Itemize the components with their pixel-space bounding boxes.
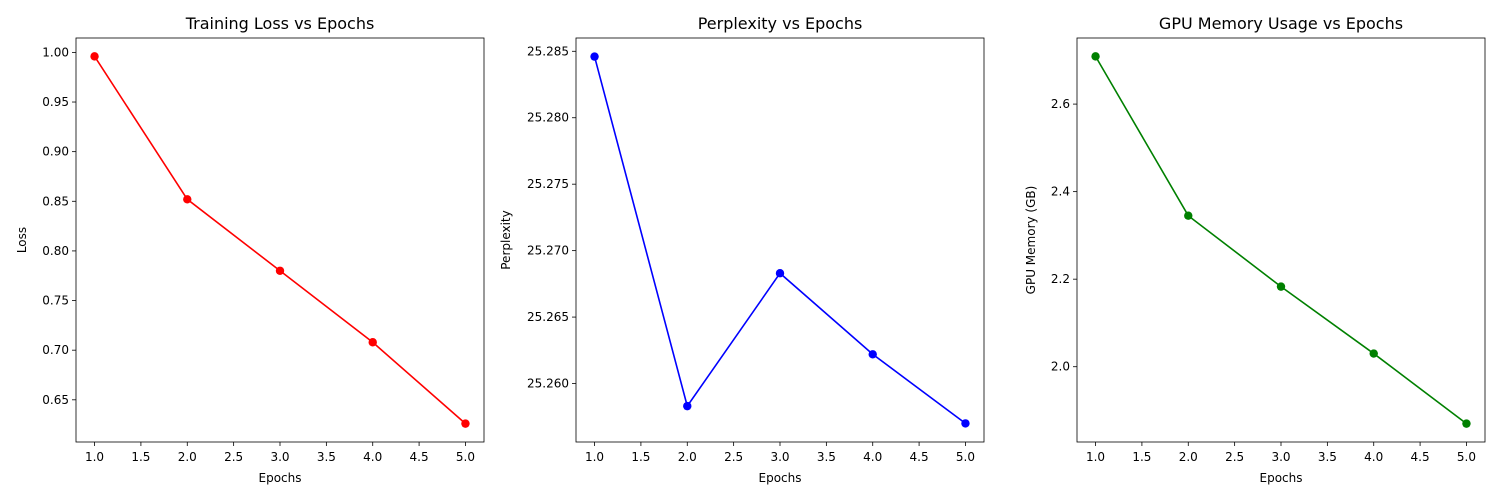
y-tick-label: 2.4 [1051, 185, 1070, 199]
data-point [1276, 282, 1286, 291]
data-point [275, 266, 285, 275]
chart-panel-perplexity: Perplexity vs Epochs Epochs Perplexity 1… [499, 14, 985, 485]
y-tick-label: 1.00 [42, 45, 69, 59]
y-tick-label: 0.65 [42, 393, 69, 407]
y-tick-label: 2.0 [1051, 360, 1070, 374]
x-tick-label: 4.0 [1364, 450, 1383, 464]
y-axis-label: Loss [15, 227, 29, 253]
data-point [1091, 52, 1100, 61]
x-tick-label: 2.0 [178, 450, 197, 464]
data-point [590, 52, 599, 61]
data-point [461, 419, 470, 428]
data-point [1184, 211, 1193, 220]
x-tick-label: 4.5 [410, 450, 429, 464]
y-tick-label: 25.260 [527, 377, 569, 391]
x-tick-label: 3.0 [1271, 450, 1290, 464]
y-tick-label: 2.2 [1051, 272, 1070, 286]
series-line [593, 56, 966, 425]
x-tick-label: 3.5 [817, 450, 836, 464]
chart-title: Perplexity vs Epochs [698, 14, 863, 33]
x-tick-label: 2.0 [678, 450, 697, 464]
x-tick-label: 1.5 [631, 450, 650, 464]
y-axis-label: GPU Memory (GB) [1024, 186, 1038, 295]
x-tick-label: 4.5 [1411, 450, 1430, 464]
data-point [961, 419, 970, 428]
x-tick-label: 5.0 [1457, 450, 1476, 464]
x-tick-label: 2.5 [224, 450, 243, 464]
x-tick-label: 1.0 [1086, 450, 1105, 464]
y-axis-label: Perplexity [499, 210, 513, 270]
data-point [868, 350, 877, 359]
x-tick-label: 3.0 [270, 450, 289, 464]
x-axis-label: Epochs [759, 471, 802, 485]
y-tick-label: 25.265 [527, 310, 569, 324]
chart-panel-loss: Training Loss vs Epochs Epochs Loss 1.0 1… [15, 14, 485, 485]
x-tick-label: 2.5 [1225, 450, 1244, 464]
series-line [93, 55, 466, 425]
plot-frame [575, 37, 985, 443]
y-tick-label: 0.90 [42, 145, 69, 159]
x-tick-label: 3.5 [317, 450, 336, 464]
y-tick-label: 25.285 [527, 44, 569, 58]
x-tick-label: 1.0 [585, 450, 604, 464]
y-tick-label: 2.6 [1051, 97, 1070, 111]
x-tick-label: 2.0 [1179, 450, 1198, 464]
x-tick-label: 1.0 [85, 450, 104, 464]
y-tick-label: 0.75 [42, 294, 69, 308]
data-point [368, 338, 377, 347]
x-tick-label: 4.0 [363, 450, 382, 464]
y-tick-label: 0.80 [42, 244, 69, 258]
x-axis-label: Epochs [1260, 471, 1303, 485]
data-point [183, 195, 192, 204]
x-tick-label: 1.5 [1132, 450, 1151, 464]
x-tick-label: 1.5 [131, 450, 150, 464]
x-tick-label: 3.5 [1318, 450, 1337, 464]
y-tick-label: 25.275 [527, 177, 569, 191]
chart-panel-gpu-memory: GPU Memory Usage vs Epochs Epochs GPU Me… [1024, 14, 1486, 485]
chart-title: Training Loss vs Epochs [185, 14, 375, 33]
y-tick-label: 0.95 [42, 95, 69, 109]
data-point [775, 269, 785, 278]
series-line [1094, 55, 1467, 425]
x-tick-label: 3.0 [770, 450, 789, 464]
x-tick-label: 4.0 [863, 450, 882, 464]
data-point [90, 52, 99, 61]
data-point [683, 401, 692, 411]
y-tick-label: 0.70 [42, 343, 69, 357]
x-tick-label: 2.5 [724, 450, 743, 464]
data-point [1462, 419, 1471, 428]
x-tick-label: 5.0 [956, 450, 975, 464]
chart-title: GPU Memory Usage vs Epochs [1159, 14, 1403, 33]
y-tick-label: 0.85 [42, 194, 69, 208]
plot-frame [75, 37, 485, 443]
data-point [1369, 349, 1378, 358]
y-tick-label: 25.280 [527, 111, 569, 125]
x-tick-label: 5.0 [456, 450, 475, 464]
y-tick-label: 25.270 [527, 244, 569, 258]
plot-frame [1076, 37, 1486, 443]
x-tick-label: 4.5 [910, 450, 929, 464]
x-axis-label: Epochs [259, 471, 302, 485]
